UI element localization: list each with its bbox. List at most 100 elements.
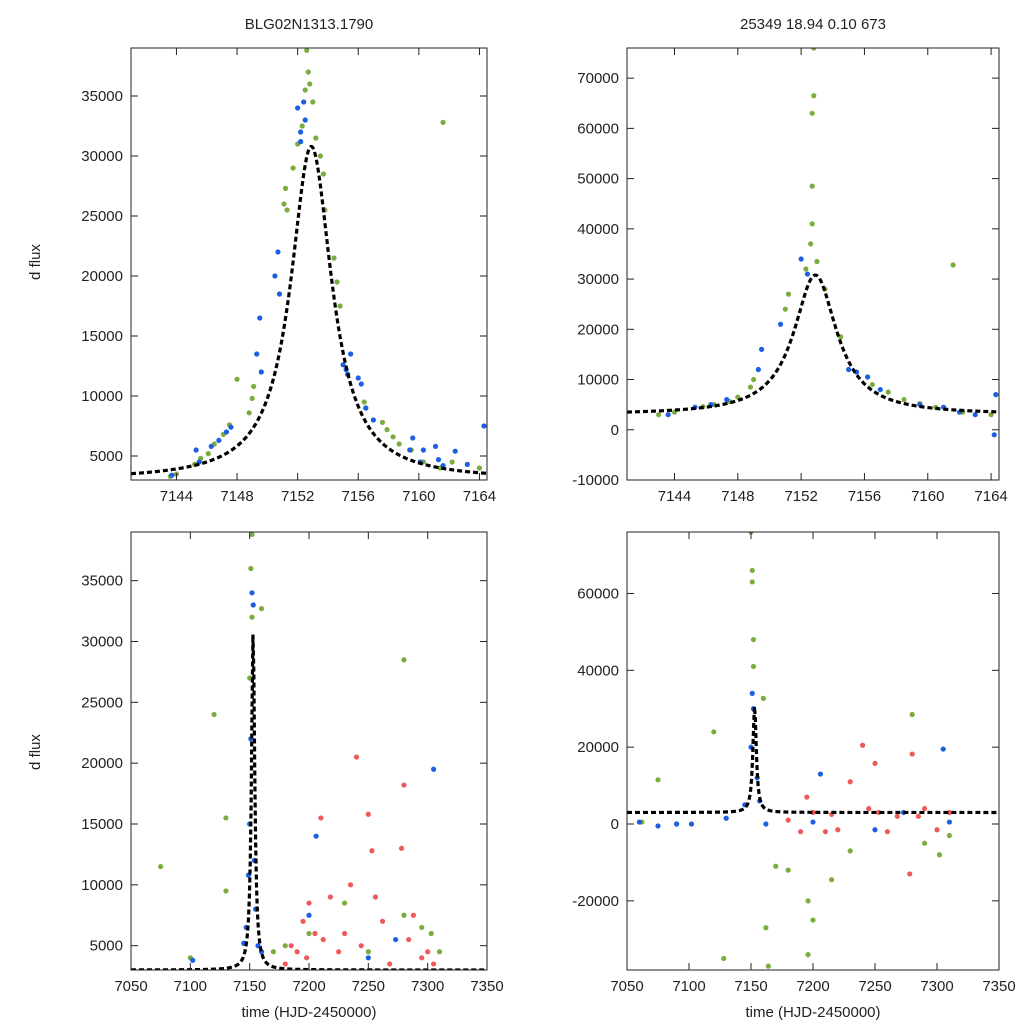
bottom-right-red-point [884,829,891,835]
bottom-right-red-point [785,817,791,823]
top-left-green-point [251,383,257,389]
bottom-right-xtick-label: 7250 [858,978,891,995]
bottom-left-xtick-label: 7250 [352,978,385,995]
bottom-left-green-point [223,888,229,894]
bottom-left-blue-point [190,957,196,963]
bottom-left-xtick-label: 7150 [233,978,266,995]
top-right-ytick-label: -10000 [572,472,619,489]
top-left-green-point [281,201,287,207]
bottom-left-ytick-label: 5000 [90,938,123,955]
bottom-left-red-point [431,961,437,967]
bottom-left-green-point [282,943,288,949]
bottom-left-green-point [419,924,425,931]
bottom-left-xtick-label: 7100 [174,978,207,995]
top-right-blue-point [755,366,761,373]
top-left-xtick-label: 7144 [160,488,193,505]
bottom-right-red-point [860,742,866,748]
top-left-green-point [331,255,337,261]
bottom-left-red-point [327,894,333,900]
bottom-right-red-point [894,813,900,819]
bottom-right-red-point [798,829,804,835]
bottom-left-green-point [401,912,407,918]
bottom-right-green-point [946,832,953,839]
top-left-xtick-label: 7152 [281,488,314,505]
top-left-plot-area [131,48,487,479]
bottom-right-green-point [922,840,928,846]
top-right-green-point [885,389,891,395]
bottom-right-green-point [750,663,757,670]
top-right-ytick-label: 60000 [577,120,619,137]
bottom-left-red-point [300,918,306,924]
top-right-blue-point [804,271,811,277]
panel-bottom-left: 7050 7100 7150 7200 7250 7300 7350 5000 10000 150… [81,531,504,995]
top-right-blue-point [991,432,997,438]
top-left-xtick-label: 7148 [220,488,253,505]
bottom-left-xtick-label: 7350 [470,978,503,995]
bottom-right-red-point [907,871,913,877]
bottom-right-ytick-label: -20000 [572,893,619,910]
bottom-right-red-point [922,806,928,812]
bottom-left-red-point [318,815,324,821]
bottom-left-blue-point [313,833,319,839]
top-right-blue-point [877,386,883,393]
title-top-right: 25349 18.94 0.10 673 [740,16,886,33]
top-right-green-point [809,110,815,116]
top-right-blue-point [777,321,784,327]
top-left-green-point [290,165,296,171]
bottom-right-blue-point [636,819,643,825]
top-left-green-point [449,459,455,465]
top-left-blue-point [295,105,301,111]
bottom-left-red-point [358,943,364,949]
bottom-left-red-point [379,918,386,924]
bottom-left-red-point [398,845,405,851]
top-left-blue-point [275,249,281,255]
bottom-left-red-point [288,943,294,949]
top-left-green-point [361,399,367,405]
bottom-right-blue-point [810,819,816,825]
bottom-right-green-point [847,848,853,854]
bottom-left-red-point [365,811,371,817]
top-left-green-point [304,48,310,53]
bottom-left-green-point [365,949,371,955]
top-left-ytick-label: 15000 [81,328,123,345]
bottom-left-blue-point [365,955,371,961]
bottom-right-xtick-label: 7200 [796,978,829,995]
bottom-left-ytick-label: 30000 [81,634,123,651]
bottom-right-green-point [721,955,727,962]
bottom-right-model-curve [627,706,999,815]
top-right-green-point [785,291,792,297]
bottom-right-blue-point [763,821,769,827]
top-right-green-point [814,258,820,265]
bottom-left-blue-point [249,590,255,596]
top-right-green-point [950,262,956,268]
top-right-green-point [751,376,757,383]
top-right-model-curve [627,273,999,414]
bottom-left-green-point [249,532,255,538]
top-left-blue-point [302,117,308,123]
top-left-green-point [476,465,483,471]
top-right-xtick-label: 7152 [784,488,817,505]
bottom-right-green-point [785,867,791,873]
bottom-left-blue-point [393,936,399,943]
bottom-left-red-point [419,955,425,961]
bottom-left-green-point [428,930,434,937]
top-right-green-point [811,93,817,99]
bottom-left-green-point [270,949,276,955]
top-left-ytick-label: 10000 [81,388,123,405]
bottom-right-blue-point [946,819,953,825]
top-right-green-point [808,241,814,247]
bottom-right-green-point [909,711,915,718]
top-right-ytick-label: 0 [611,422,619,439]
bottom-right-red-point [822,829,829,835]
top-left-blue-point [355,375,361,381]
top-left-blue-point [435,457,442,463]
bottom-right-green-point [749,567,755,574]
bottom-left-red-point [369,848,375,854]
bottom-left-red-point [336,949,342,955]
bottom-left-red-point [425,949,431,955]
top-right-plot-area [627,48,999,480]
top-left-ytick-label: 20000 [81,268,123,285]
top-left-blue-point [410,435,416,441]
bottom-right-green-point [765,963,771,969]
